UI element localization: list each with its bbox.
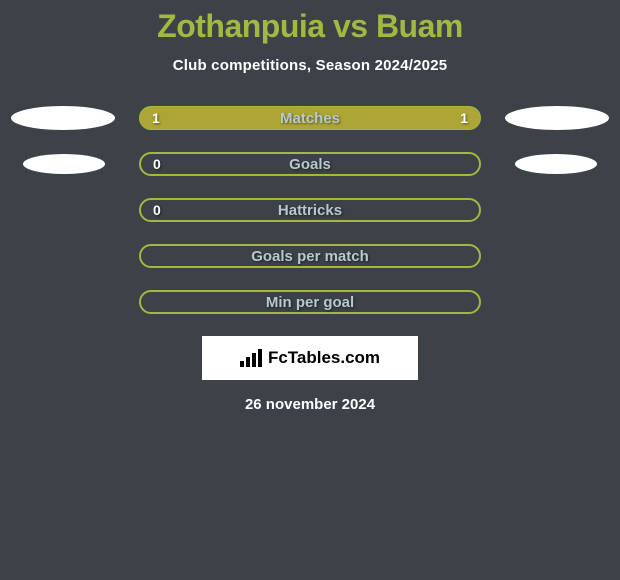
brand-text: FcTables.com bbox=[268, 348, 380, 368]
stat-row: 0Goals bbox=[0, 152, 620, 176]
subtitle: Club competitions, Season 2024/2025 bbox=[0, 57, 620, 74]
brand-box: FcTables.com bbox=[202, 336, 418, 380]
page-title: Zothanpuia vs Buam bbox=[0, 0, 620, 45]
right-ellipse bbox=[481, 154, 609, 174]
stat-bar: 1Matches1 bbox=[139, 106, 481, 130]
stat-label: Goals per match bbox=[141, 248, 479, 265]
stat-label: Hattricks bbox=[141, 202, 479, 219]
stat-bar: 0Goals bbox=[139, 152, 481, 176]
stat-label: Goals bbox=[141, 156, 479, 173]
stat-bar: 0Hattricks bbox=[139, 198, 481, 222]
stat-row: Goals per match bbox=[0, 244, 620, 268]
stat-right-value: 1 bbox=[460, 110, 468, 126]
brand-bars-icon bbox=[240, 349, 262, 367]
stat-bar: Min per goal bbox=[139, 290, 481, 314]
stat-row: 1Matches1 bbox=[0, 106, 620, 130]
stat-label: Matches bbox=[140, 110, 480, 127]
stat-row: Min per goal bbox=[0, 290, 620, 314]
date-text: 26 november 2024 bbox=[0, 396, 620, 413]
stat-bar: Goals per match bbox=[139, 244, 481, 268]
stats-container: 1Matches1 0Goals 0Hattricks Goals per match… bbox=[0, 106, 620, 314]
stat-label: Min per goal bbox=[141, 294, 479, 311]
left-ellipse bbox=[11, 154, 139, 174]
right-ellipse bbox=[481, 106, 609, 130]
left-ellipse bbox=[11, 106, 139, 130]
stat-row: 0Hattricks bbox=[0, 198, 620, 222]
